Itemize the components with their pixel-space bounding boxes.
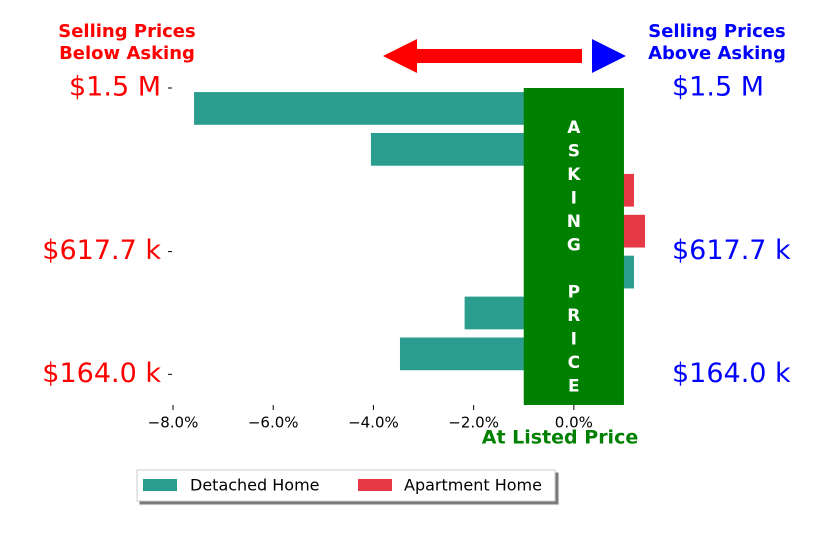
y-tick-label-right: $1.5 M	[672, 72, 764, 103]
y-tick-label-right: $617.7 k	[672, 235, 791, 266]
band-text: ASKING PRICE	[564, 118, 584, 400]
y-tick-label: $164.0 k	[42, 358, 161, 389]
arrow-right	[592, 39, 626, 73]
annotation: Selling Prices	[58, 21, 195, 42]
annotation: Above Asking	[648, 43, 786, 64]
y-tick-label: $1.5 M	[69, 72, 161, 103]
y-tick-label: $617.7 k	[42, 235, 161, 266]
x-tick-label: −8.0%	[148, 414, 199, 432]
arrow-left	[383, 39, 582, 73]
legend-label: Apartment Home	[404, 476, 542, 495]
annotation: At Listed Price	[482, 427, 638, 449]
y-tick-label-right: $164.0 k	[672, 358, 791, 389]
x-tick-label: −2.0%	[448, 414, 499, 432]
plot: ASKING PRICE −8.0% −6.0% −4.0% −2.0% 0.0% $1.5…	[42, 72, 791, 432]
bar	[194, 92, 574, 125]
legend-swatch	[143, 479, 177, 491]
legend-label: Detached Home	[190, 476, 320, 495]
x-tick-label: 0.0%	[555, 414, 593, 432]
legend: Detached Home Apartment Home	[136, 469, 556, 502]
x-tick-label: −6.0%	[248, 414, 299, 432]
x-tick-label: −4.0%	[348, 414, 399, 432]
legend-box	[136, 469, 556, 502]
annotation: Selling Prices	[648, 21, 785, 42]
legend-swatch	[358, 479, 392, 491]
asking-band	[523, 88, 624, 405]
annotation: Below Asking	[59, 43, 195, 64]
